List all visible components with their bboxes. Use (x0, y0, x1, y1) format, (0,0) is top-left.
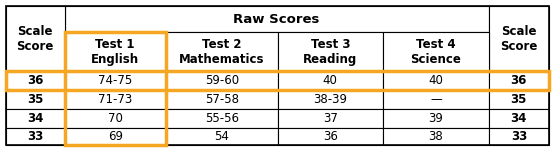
Bar (166, 71, 278, 90)
Text: 38-39: 38-39 (313, 93, 347, 106)
Bar (383, 109, 488, 128)
Bar (6, 71, 549, 90)
Bar (166, 32, 278, 71)
Text: 71-73: 71-73 (98, 93, 132, 106)
Bar (6, 109, 64, 128)
Bar (64, 32, 166, 71)
Bar (383, 90, 488, 109)
Bar (278, 90, 383, 109)
Bar (64, 109, 166, 128)
Text: 39: 39 (428, 112, 443, 125)
Bar (64, 71, 166, 90)
Text: Test 3
Reading: Test 3 Reading (303, 38, 357, 66)
Bar (488, 109, 549, 128)
Text: Scale
Score: Scale Score (500, 25, 538, 53)
Bar (488, 90, 549, 109)
Bar (383, 71, 488, 90)
Text: Raw Scores: Raw Scores (234, 13, 320, 26)
Text: 33: 33 (511, 130, 527, 143)
Bar (64, 90, 166, 109)
Text: 40: 40 (428, 74, 443, 87)
Bar (166, 128, 278, 145)
Text: 69: 69 (108, 130, 123, 143)
Bar (278, 128, 383, 145)
Text: 57-58: 57-58 (205, 93, 239, 106)
Bar (64, 32, 166, 145)
Text: 36: 36 (27, 74, 43, 87)
Text: 34: 34 (511, 112, 527, 125)
Text: 36: 36 (323, 130, 338, 143)
Bar (64, 6, 488, 32)
Text: 59-60: 59-60 (205, 74, 239, 87)
Bar (6, 90, 64, 109)
Text: 37: 37 (323, 112, 338, 125)
Bar (278, 109, 383, 128)
Bar (488, 128, 549, 145)
Text: 70: 70 (108, 112, 123, 125)
Bar (166, 90, 278, 109)
Bar (278, 71, 383, 90)
Text: 33: 33 (27, 130, 43, 143)
Bar (6, 6, 64, 71)
Text: 74-75: 74-75 (98, 74, 132, 87)
Bar (383, 128, 488, 145)
Text: Scale
Score: Scale Score (17, 25, 54, 53)
Text: —: — (430, 93, 442, 106)
Text: 35: 35 (27, 93, 43, 106)
Bar (6, 128, 64, 145)
Text: Test 4
Science: Test 4 Science (411, 38, 461, 66)
Text: 54: 54 (214, 130, 229, 143)
Text: Test 1
English: Test 1 English (91, 38, 139, 66)
Bar (166, 109, 278, 128)
Text: Test 2
Mathematics: Test 2 Mathematics (179, 38, 264, 66)
Text: 40: 40 (323, 74, 338, 87)
Text: 55-56: 55-56 (205, 112, 239, 125)
Bar (6, 71, 64, 90)
Text: 34: 34 (27, 112, 43, 125)
Bar (278, 32, 383, 71)
Text: 38: 38 (428, 130, 443, 143)
Bar (64, 128, 166, 145)
Text: 35: 35 (511, 93, 527, 106)
Bar (488, 71, 549, 90)
Bar (488, 6, 549, 71)
Text: 36: 36 (511, 74, 527, 87)
Bar (383, 32, 488, 71)
